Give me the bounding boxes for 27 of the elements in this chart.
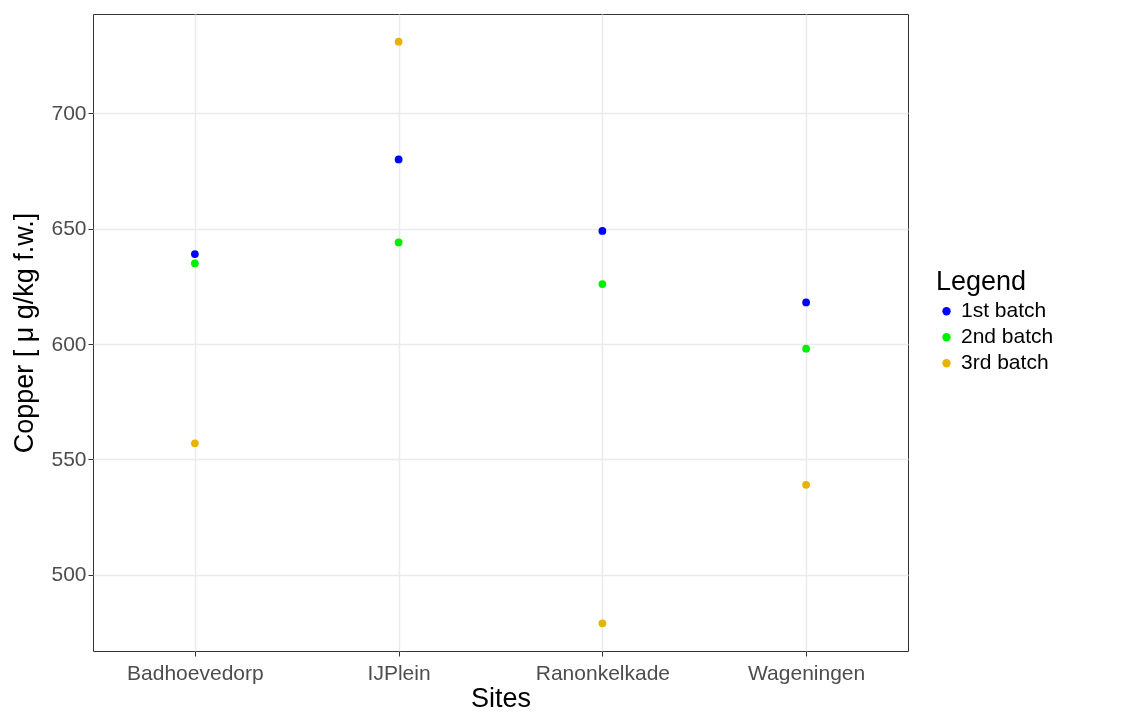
x-axis-title: Sites: [470, 682, 532, 713]
point: [191, 259, 199, 268]
legend-label: 3rd batch: [961, 350, 1049, 374]
point: [598, 227, 607, 235]
legend-title: Legend: [936, 265, 1027, 296]
y-tick-label: 500: [51, 562, 87, 586]
x-tick-label: Badhoevedorp: [127, 660, 264, 684]
point: [394, 238, 403, 247]
point: [802, 298, 810, 307]
y-tick-label: 650: [51, 216, 87, 240]
y-tick-label: 700: [51, 100, 87, 124]
point: [598, 280, 607, 288]
y-axis-title: Copper [ μ g/kg f.w.]: [9, 212, 40, 454]
point: [191, 250, 199, 258]
point: [598, 619, 607, 628]
point: [394, 37, 403, 46]
y-tick-label: 550: [51, 446, 87, 470]
legend-label: 2nd batch: [961, 324, 1054, 348]
legend-label: 1st batch: [961, 298, 1047, 322]
y-tick-label: 600: [51, 331, 87, 355]
point: [191, 439, 199, 448]
point: [802, 480, 810, 489]
point: [802, 344, 810, 353]
x-tick-label: Wageningen: [748, 660, 866, 684]
point: [394, 155, 403, 164]
x-tick-label: Ranonkelkade: [535, 660, 671, 684]
x-tick-label: IJPlein: [367, 660, 431, 684]
